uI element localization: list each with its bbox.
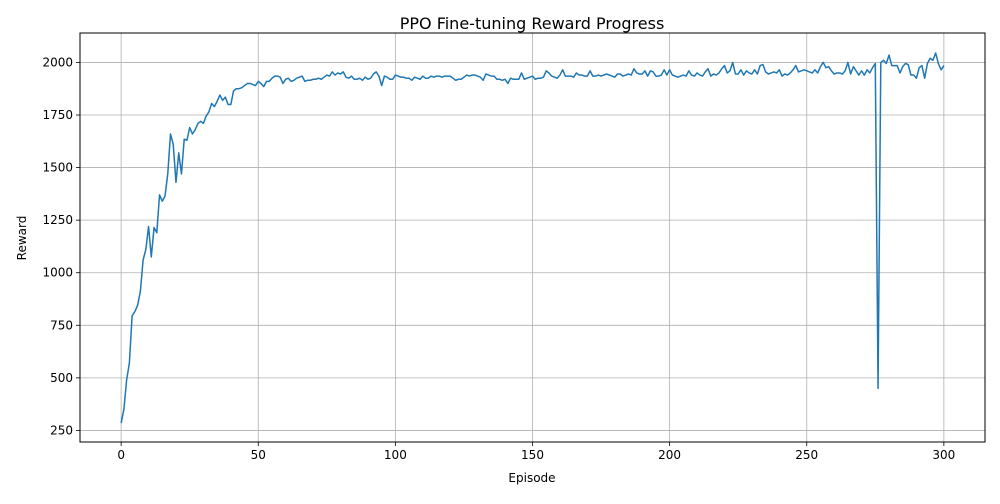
y-tick-label: 250 xyxy=(50,423,73,437)
y-axis-label: Reward xyxy=(15,216,29,261)
x-tick-label: 200 xyxy=(658,448,681,462)
y-tick-label: 1750 xyxy=(42,108,73,122)
series-layer xyxy=(120,52,945,424)
x-axis-label: Episode xyxy=(508,471,555,485)
grid xyxy=(80,33,985,442)
chart-title: PPO Fine-tuning Reward Progress xyxy=(400,14,665,33)
x-tick-label: 150 xyxy=(521,448,544,462)
y-tick-label: 750 xyxy=(50,318,73,332)
y-tick-label: 1500 xyxy=(42,161,73,175)
y-tick-label: 2000 xyxy=(42,55,73,69)
y-tick-label: 1250 xyxy=(42,213,73,227)
x-axis: 0 50 100 150 200 250 300 xyxy=(117,442,955,462)
x-tick-label: 0 xyxy=(117,448,125,462)
y-axis: 250 500 750 1000 1250 1500 1750 2000 xyxy=(42,55,80,437)
y-tick-label: 500 xyxy=(50,371,73,385)
reward-series-line xyxy=(120,52,945,424)
x-tick-label: 250 xyxy=(795,448,818,462)
x-tick-label: 50 xyxy=(251,448,266,462)
x-tick-label: 100 xyxy=(384,448,407,462)
x-tick-label: 300 xyxy=(932,448,955,462)
y-tick-label: 1000 xyxy=(42,266,73,280)
